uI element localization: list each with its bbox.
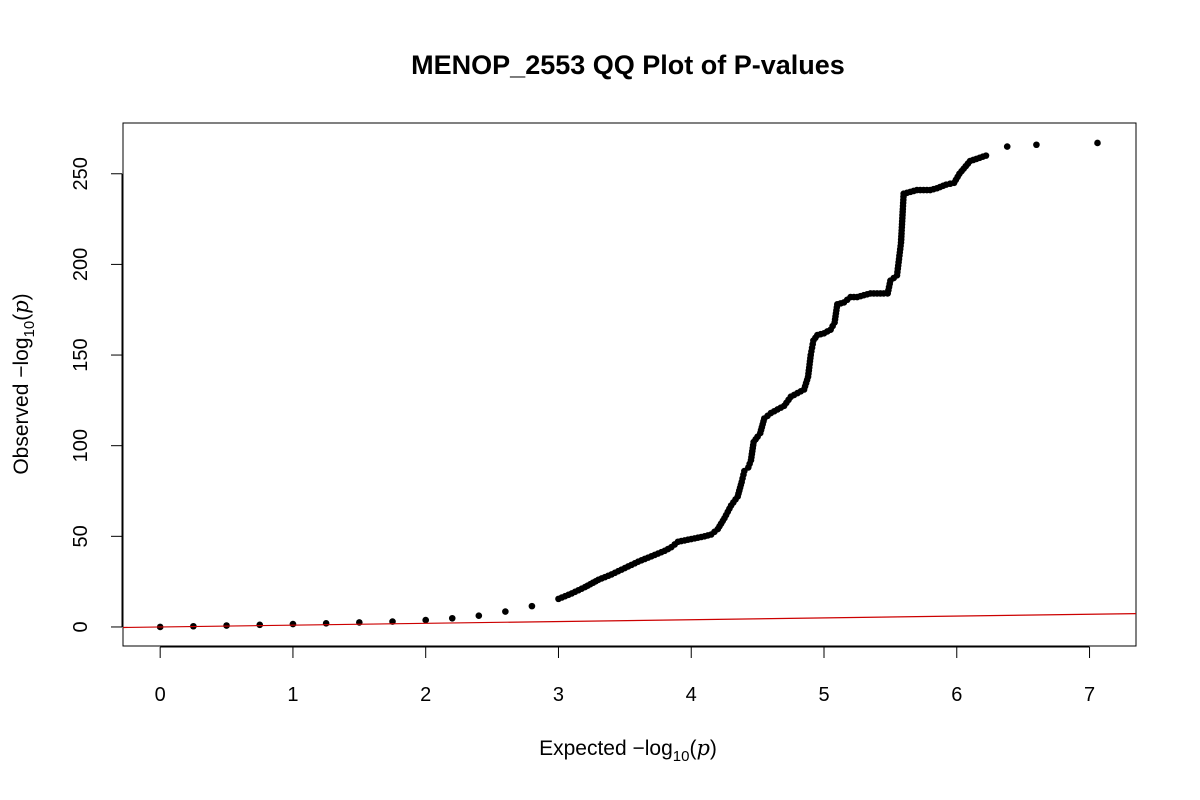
data-point xyxy=(448,614,456,622)
x-tick-label: 6 xyxy=(951,684,962,706)
data-point xyxy=(1033,141,1040,149)
y-tick-label: 250 xyxy=(70,157,92,190)
y-tick-label: 150 xyxy=(70,338,92,371)
y-tick-label: 200 xyxy=(70,248,92,281)
data-point xyxy=(528,602,536,610)
x-tick-label: 2 xyxy=(420,684,431,706)
y-axis-label: Observed −log10(p) xyxy=(9,293,38,474)
data-point xyxy=(475,612,483,620)
data-point xyxy=(982,152,990,159)
data-point xyxy=(289,620,297,628)
data-point xyxy=(422,616,430,624)
y-tick-label: 100 xyxy=(70,429,92,462)
x-tick-label: 7 xyxy=(1084,684,1095,706)
y-axis: 0 50 100 150 200 250 xyxy=(70,157,123,633)
data-point xyxy=(502,608,509,615)
plot-frame xyxy=(122,122,1137,647)
chart-title: MENOP_2553 QQ Plot of P-values xyxy=(411,50,845,80)
x-tick-label: 4 xyxy=(686,684,697,706)
reference-line xyxy=(122,613,1137,629)
x-tick-label: 5 xyxy=(818,684,829,706)
plot-marks xyxy=(122,139,1137,631)
x-axis-label: Expected −log10(p) xyxy=(539,736,717,765)
y-tick-label: 0 xyxy=(70,621,92,632)
data-point xyxy=(1003,143,1011,150)
x-axis: 0 1 2 3 4 5 6 7 xyxy=(155,646,1095,706)
data-point xyxy=(256,621,264,629)
data-point xyxy=(1094,139,1101,147)
data-point xyxy=(322,620,330,627)
x-tick-label: 3 xyxy=(553,684,564,706)
y-tick-label: 50 xyxy=(70,525,92,547)
x-tick-label: 0 xyxy=(155,684,166,706)
x-tick-label: 1 xyxy=(287,684,298,706)
